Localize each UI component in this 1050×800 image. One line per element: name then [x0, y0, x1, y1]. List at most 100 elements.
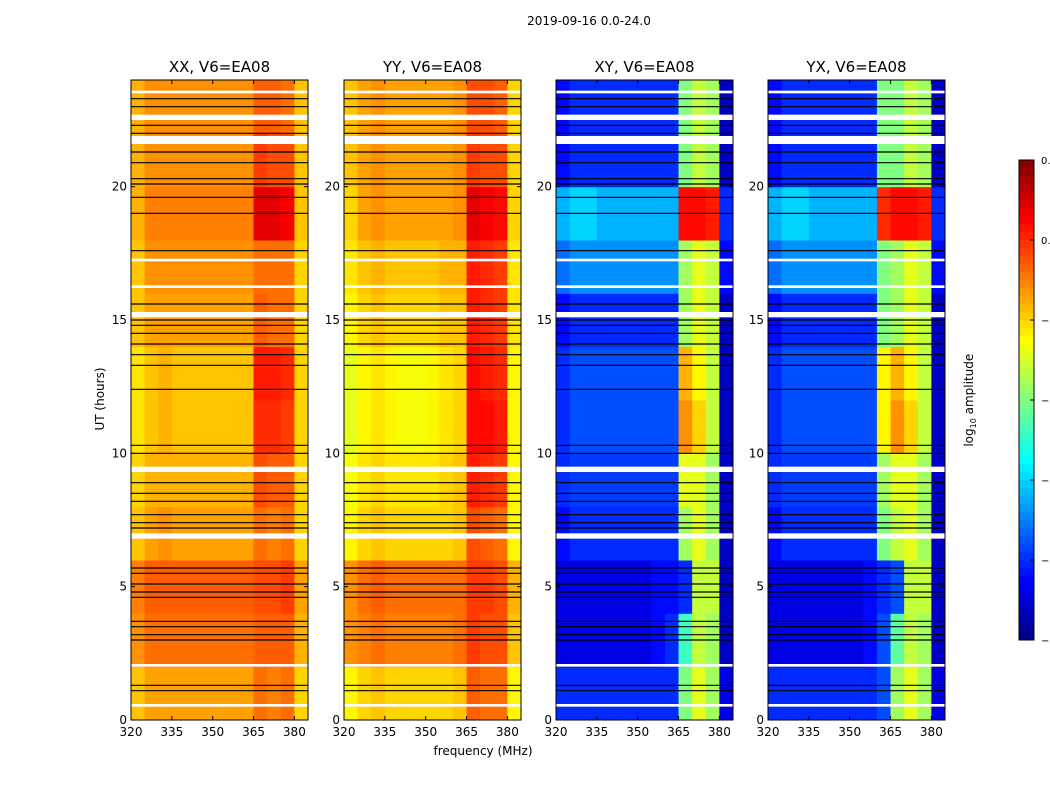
heatmap-cell — [795, 133, 810, 188]
heatmap-cell — [144, 666, 159, 721]
heatmap-cell — [569, 400, 584, 454]
heatmap-cell — [836, 453, 851, 508]
heatmap-cell — [344, 666, 359, 721]
y-tick-label: 10 — [325, 446, 340, 460]
colorbar-segment — [1019, 288, 1034, 297]
heatmap-cell — [917, 346, 932, 401]
colorbar-tick-label: −1.0 — [1041, 396, 1050, 407]
heatmap-cell — [610, 666, 625, 721]
y-tick-label: 20 — [325, 180, 340, 194]
colorbar-segment — [1019, 576, 1034, 585]
colorbar-segment — [1019, 376, 1034, 385]
heatmap-cell — [357, 240, 372, 294]
heatmap-cell — [239, 666, 255, 721]
heatmap-cell — [822, 666, 837, 721]
colorbar-segment — [1019, 224, 1034, 233]
heatmap-cell — [158, 133, 173, 188]
heatmap-cell — [768, 453, 783, 508]
heatmap-cell — [412, 453, 427, 508]
heatmap-cell — [507, 453, 522, 508]
heatmap-cell — [890, 666, 905, 721]
y-tick-label: 0 — [756, 713, 764, 727]
heatmap-cell — [344, 133, 359, 188]
colorbar-segment — [1019, 624, 1034, 633]
heatmap-cell — [768, 133, 783, 188]
heatmap-cell — [808, 346, 823, 401]
heatmap-cell — [466, 133, 481, 188]
heatmap-cell — [371, 240, 386, 294]
heatmap-cell — [267, 346, 282, 401]
flagged-gap — [768, 704, 945, 707]
colorbar-tick-label: 0.0 — [1041, 236, 1050, 247]
panel-title-yy: YY, V6=EA08 — [382, 58, 483, 76]
heatmap-cell — [357, 666, 372, 721]
heatmap-cell — [267, 133, 282, 188]
heatmap-cell — [480, 666, 495, 721]
x-tick-label: 365 — [455, 725, 478, 739]
heatmap-cell — [158, 400, 173, 454]
heatmap-cell — [678, 400, 693, 454]
colorbar-segment — [1019, 200, 1034, 209]
heatmap-cell — [692, 400, 707, 454]
heatmap-cell — [849, 133, 864, 188]
colorbar-segment — [1019, 464, 1034, 473]
x-tick-label: 320 — [545, 725, 568, 739]
heatmap-cell — [781, 400, 796, 454]
colorbar-segment — [1019, 352, 1034, 361]
heatmap-cell — [768, 400, 783, 454]
heatmap-cell — [569, 453, 584, 508]
heatmap-cell — [425, 240, 440, 294]
y-tick-label: 20 — [749, 180, 764, 194]
heatmap-cell — [583, 666, 598, 721]
heatmap-cell — [199, 453, 214, 508]
heatmap-cell — [781, 346, 796, 401]
heatmap-cell — [596, 666, 611, 721]
x-tick-label: 380 — [496, 725, 519, 739]
y-tick-label: 5 — [544, 580, 552, 594]
flagged-gap — [344, 704, 521, 707]
heatmap-cell — [863, 453, 878, 508]
heatmap-cell — [651, 666, 666, 721]
colorbar-segment — [1019, 168, 1034, 177]
flagged-gap — [344, 90, 521, 94]
colorbar-segment — [1019, 232, 1034, 241]
heatmap-cell — [637, 400, 652, 454]
heatmap-cell — [705, 666, 720, 721]
heatmap-cell — [280, 400, 295, 454]
x-tick-label: 350 — [838, 725, 861, 739]
heatmap-cell — [199, 400, 214, 454]
flagged-gap — [131, 704, 308, 707]
heatmap-cell — [412, 133, 427, 188]
heatmap-cell — [131, 666, 146, 721]
heatmap-cell — [610, 346, 625, 401]
colorbar-segment — [1019, 520, 1034, 529]
heatmap-cell — [439, 453, 454, 508]
heatmap-cell — [412, 666, 427, 721]
heatmap-cell — [480, 133, 495, 188]
heatmap-cell — [583, 346, 598, 401]
colorbar-segment — [1019, 344, 1034, 353]
heatmap-cell — [398, 240, 413, 294]
heatmap-cell — [384, 400, 399, 454]
heatmap-cell — [583, 133, 598, 188]
heatmap-cell — [398, 400, 413, 454]
heatmap-cell — [131, 240, 146, 294]
colorbar-segment — [1019, 584, 1034, 593]
heatmap-cell — [294, 453, 309, 508]
heatmap-cell — [705, 133, 720, 188]
colorbar-segment — [1019, 504, 1034, 513]
x-tick-label: 380 — [283, 725, 306, 739]
axes-frame — [767, 79, 946, 721]
colorbar-segment — [1019, 248, 1034, 257]
heatmap-cell — [185, 346, 200, 401]
heatmap-cell — [863, 133, 878, 188]
heatmap-cell — [452, 133, 468, 188]
heatmap-cell — [583, 240, 598, 294]
heatmap-cell — [876, 240, 892, 294]
heatmap-cell — [678, 666, 693, 721]
colorbar-segment — [1019, 296, 1034, 305]
heatmap-cell — [917, 666, 932, 721]
heatmap-cell — [664, 133, 680, 188]
heatmap-cell — [719, 400, 734, 454]
